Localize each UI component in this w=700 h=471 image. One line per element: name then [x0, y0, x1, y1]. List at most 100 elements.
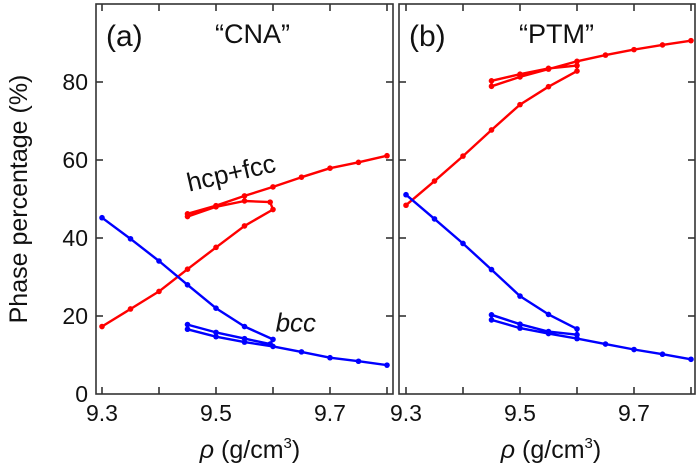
data-point-hcp-fcc — [460, 153, 466, 159]
x-axis-symbol: ρ — [500, 436, 515, 464]
data-point-hcp-fcc — [545, 66, 552, 72]
data-point-hcp-fcc — [298, 174, 305, 180]
data-point-hcp-fcc — [517, 74, 523, 80]
data-point-bcc — [99, 214, 105, 221]
data-point-hcp-fcc — [213, 202, 219, 209]
data-point-hcp-fcc — [241, 193, 248, 199]
data-point-bcc — [213, 305, 219, 312]
series-line-hcp-fcc — [405, 39, 692, 207]
annotation-bcc: bcc — [276, 308, 316, 338]
x-axis-unit-close: ) — [292, 436, 300, 464]
data-point-bcc — [488, 312, 495, 318]
y-tick-label: 80 — [62, 69, 88, 95]
data-point-bcc — [213, 333, 219, 340]
data-point-hcp-fcc — [574, 68, 580, 74]
data-point-bcc — [602, 341, 609, 347]
data-point-hcp-fcc — [545, 83, 552, 90]
data-point-hcp-fcc — [156, 288, 162, 295]
data-point-hcp-fcc — [267, 199, 273, 205]
data-point-bcc — [574, 326, 580, 332]
data-point-bcc — [184, 326, 191, 333]
data-point-bcc — [574, 331, 580, 338]
data-point-hcp-fcc — [270, 184, 276, 190]
data-point-bcc — [298, 349, 305, 355]
panel-a-ticks — [96, 4, 393, 394]
data-point-hcp-fcc — [517, 101, 523, 108]
data-point-bcc — [631, 346, 637, 353]
x-tick-label: 9.5 — [504, 400, 536, 426]
data-point-bcc — [517, 293, 523, 299]
data-point-hcp-fcc — [631, 46, 637, 53]
data-point-hcp-fcc — [403, 202, 409, 209]
data-point-bcc — [488, 317, 495, 323]
data-point-hcp-fcc — [574, 62, 580, 69]
data-point-hcp-fcc — [488, 78, 495, 84]
y-tick-label: 20 — [62, 303, 88, 329]
data-point-bcc — [184, 282, 191, 288]
data-point-bcc — [270, 336, 276, 343]
data-point-bcc — [460, 240, 466, 247]
panel-a-series — [99, 152, 390, 368]
y-axis-title: Phase percentage (%) — [5, 75, 33, 324]
y-tick-label: 0 — [75, 381, 88, 407]
data-point-bcc — [241, 339, 248, 345]
data-point-bcc — [574, 335, 580, 342]
data-point-hcp-fcc — [384, 152, 390, 159]
data-point-hcp-fcc — [488, 127, 495, 133]
panel-b-ptm: (b) “PTM” 9.3 9.5 9.7 ρ (g/cm3) — [390, 3, 696, 464]
data-point-hcp-fcc — [241, 223, 248, 229]
data-point-bcc — [403, 191, 409, 198]
data-point-hcp-fcc — [184, 211, 191, 217]
panel-b-label: (b) — [409, 20, 446, 53]
y-tick-label: 40 — [62, 225, 88, 251]
panel-a-x-axis-title: ρ (g/cm3) — [199, 435, 300, 464]
data-point-bcc — [688, 356, 694, 363]
data-point-bcc — [384, 362, 390, 368]
data-point-bcc — [184, 321, 191, 328]
data-point-bcc — [355, 358, 362, 365]
panel-b-x-tick-labels: 9.3 9.5 9.7 — [390, 400, 650, 426]
panel-b-method-label: “PTM” — [519, 19, 594, 49]
data-point-hcp-fcc — [241, 198, 248, 204]
data-point-hcp-fcc — [431, 178, 438, 184]
panel-a-x-tick-labels: 9.3 9.5 9.7 — [86, 400, 346, 426]
data-point-bcc — [488, 266, 495, 273]
panel-a-y-tick-labels: 0 20 40 60 80 — [62, 69, 88, 407]
panel-a-method-label: “CNA” — [215, 19, 290, 49]
x-axis-unit-sup: 3 — [585, 435, 593, 452]
x-tick-label: 9.7 — [618, 400, 650, 426]
panel-b-x-axis-title: ρ (g/cm3) — [500, 435, 601, 464]
x-axis-unit-close: ) — [593, 436, 601, 464]
data-point-hcp-fcc — [602, 52, 609, 58]
data-point-hcp-fcc — [270, 206, 276, 213]
x-tick-label: 9.3 — [86, 400, 118, 426]
x-axis-unit: (g/cm — [214, 436, 283, 464]
x-tick-label: 9.7 — [314, 400, 346, 426]
data-point-hcp-fcc — [184, 266, 191, 273]
data-point-hcp-fcc — [574, 58, 580, 65]
panel-a-frame — [95, 3, 394, 395]
x-tick-label: 9.5 — [200, 400, 232, 426]
x-axis-symbol: ρ — [199, 436, 214, 464]
data-point-hcp-fcc — [127, 306, 134, 312]
panel-b-series — [403, 37, 694, 363]
x-tick-label: 9.3 — [390, 400, 422, 426]
data-point-bcc — [241, 323, 248, 330]
data-point-hcp-fcc — [327, 165, 333, 171]
x-axis-unit: (g/cm — [515, 436, 584, 464]
panel-a-label: (a) — [106, 20, 143, 53]
data-point-hcp-fcc — [355, 159, 362, 166]
data-point-bcc — [659, 351, 666, 358]
data-point-hcp-fcc — [659, 42, 666, 48]
data-point-bcc — [327, 354, 333, 361]
data-point-hcp-fcc — [688, 37, 694, 44]
panel-b-frame — [398, 3, 696, 395]
data-point-bcc — [517, 321, 523, 327]
data-point-hcp-fcc — [99, 323, 105, 330]
y-tick-label: 60 — [62, 147, 88, 173]
data-point-bcc — [431, 216, 438, 222]
data-point-bcc — [270, 343, 276, 350]
